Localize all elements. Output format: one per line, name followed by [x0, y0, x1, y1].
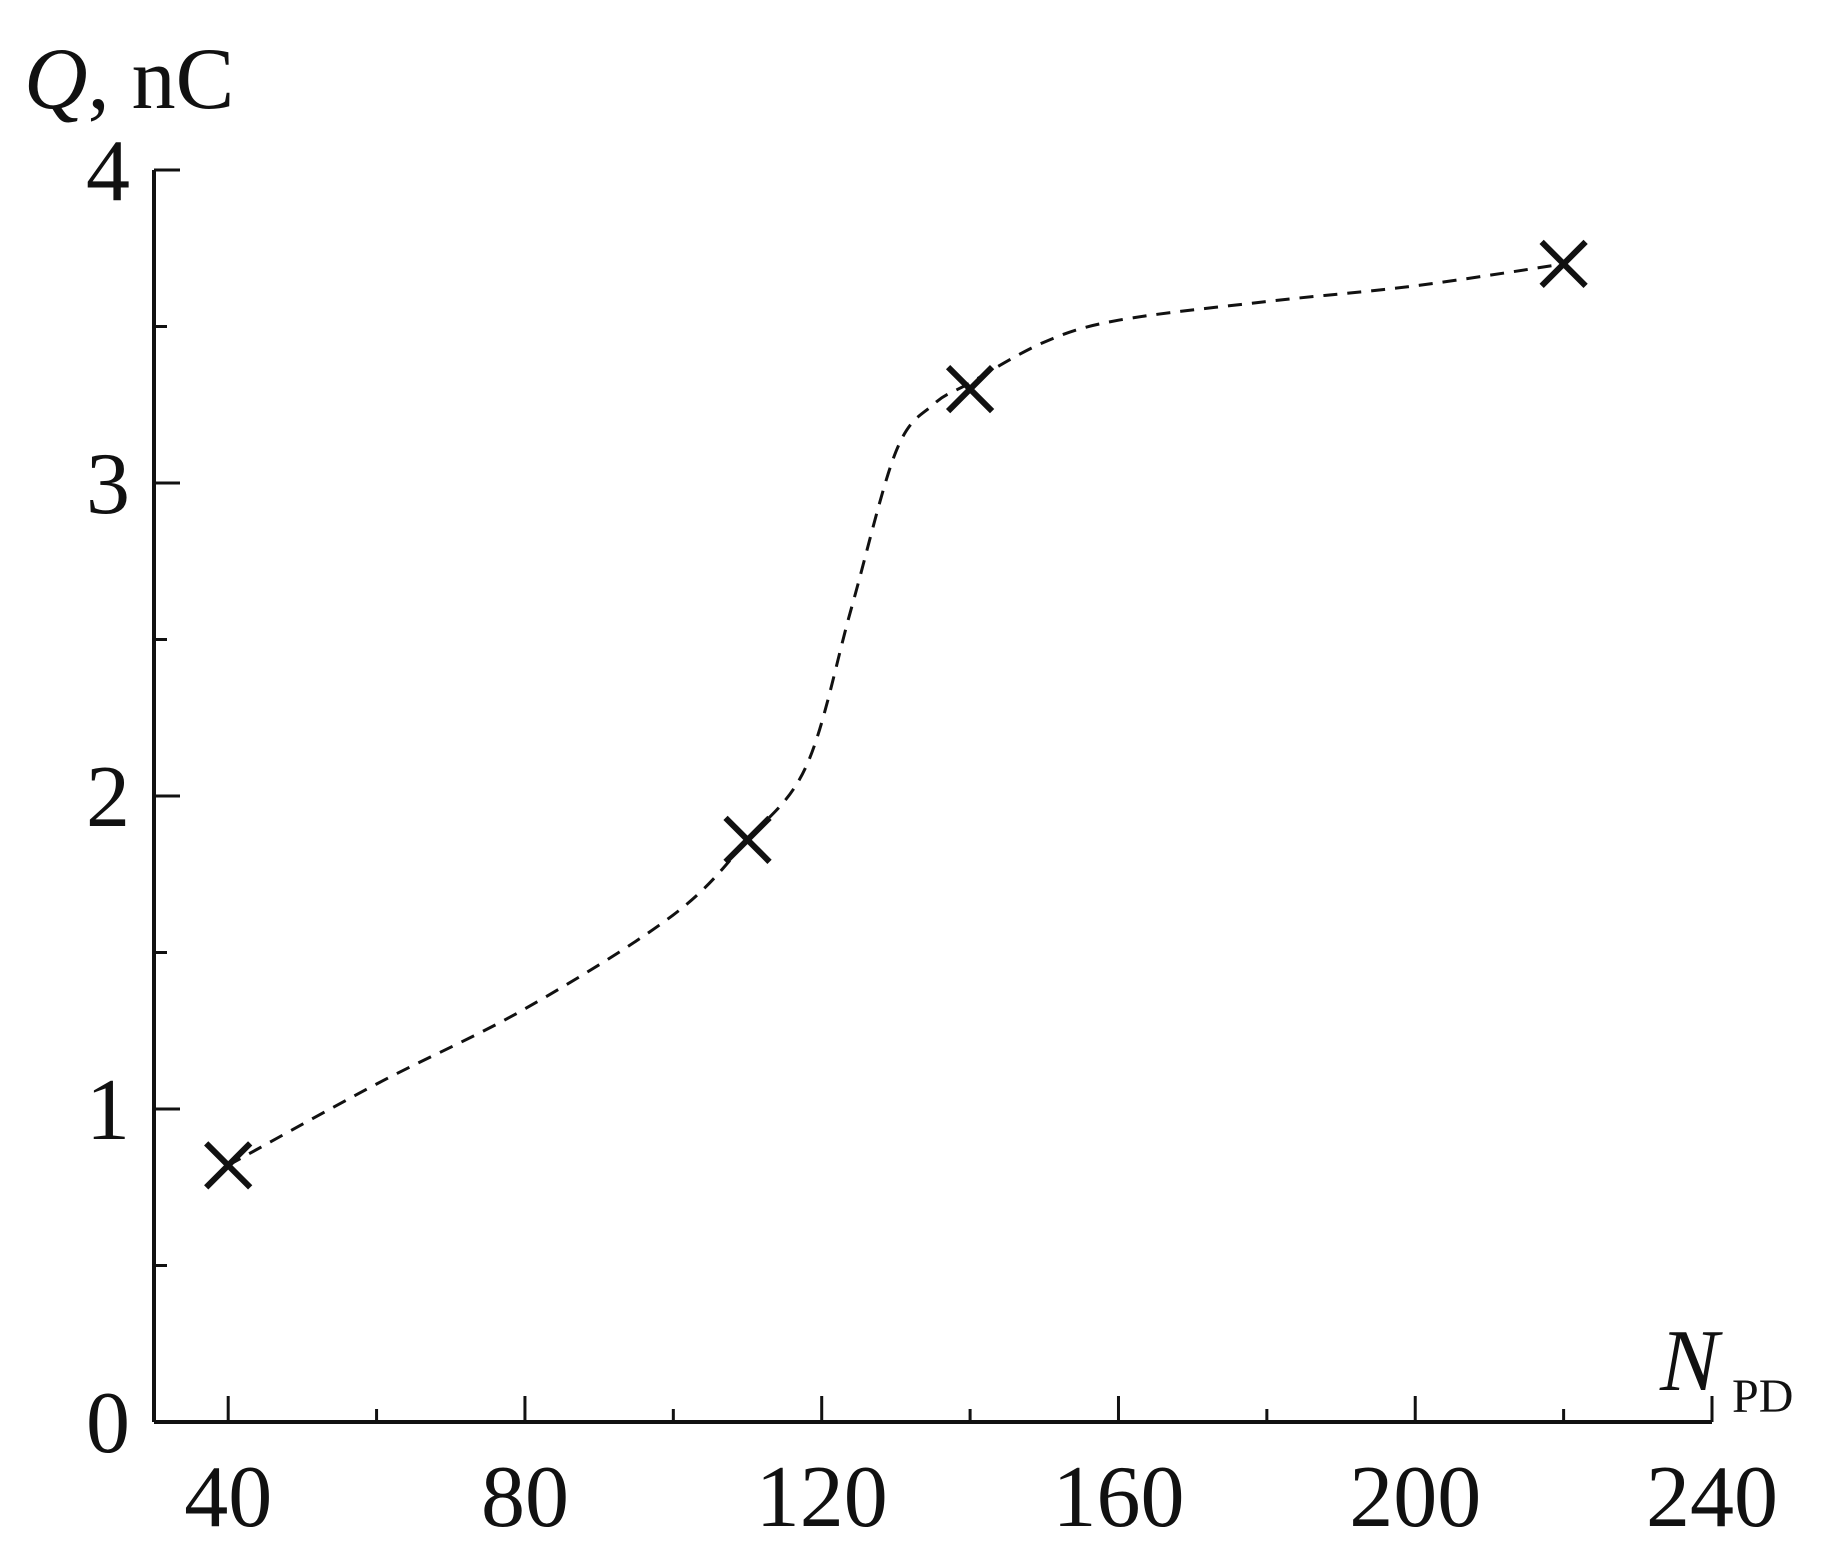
y-tick-label: 4 — [86, 123, 130, 220]
marker-stroke — [945, 364, 995, 414]
y-axis-symbol: Q — [24, 31, 88, 128]
x-tick-label: 240 — [1646, 1449, 1778, 1546]
y-axis-unit: , nC — [88, 31, 235, 128]
y-axis-ticks: 0 1 2 3 4 — [86, 123, 180, 1472]
marker-stroke — [204, 1141, 253, 1190]
x-tick-label: 200 — [1349, 1449, 1481, 1546]
x-axis-subscript: PD — [1732, 1370, 1793, 1423]
axes — [152, 170, 1712, 1424]
y-tick-label: 0 — [86, 1375, 130, 1472]
x-axis-title: N — [1659, 1313, 1723, 1410]
data-markers — [204, 239, 1588, 1190]
data-point-marker — [723, 815, 772, 864]
y-tick-label: 2 — [86, 749, 130, 846]
marker-stroke — [723, 815, 772, 864]
x-tick-label: 120 — [756, 1449, 888, 1546]
trend-line — [227, 262, 1564, 1167]
x-tick-label: 160 — [1052, 1449, 1184, 1546]
data-point-marker — [204, 1141, 253, 1190]
data-point-marker — [945, 364, 995, 414]
marker-stroke — [1539, 239, 1588, 289]
x-axis-symbol: N — [1659, 1313, 1723, 1410]
y-tick-label: 1 — [86, 1062, 130, 1159]
x-axis-ticks: 40 80 120 160 200 240 — [184, 1396, 1778, 1546]
x-tick-label: 80 — [481, 1449, 569, 1546]
y-tick-label: 3 — [86, 436, 130, 533]
data-point-marker — [1539, 239, 1588, 289]
y-axis-title: Q, nC — [24, 31, 234, 128]
x-tick-label: 40 — [184, 1449, 272, 1546]
